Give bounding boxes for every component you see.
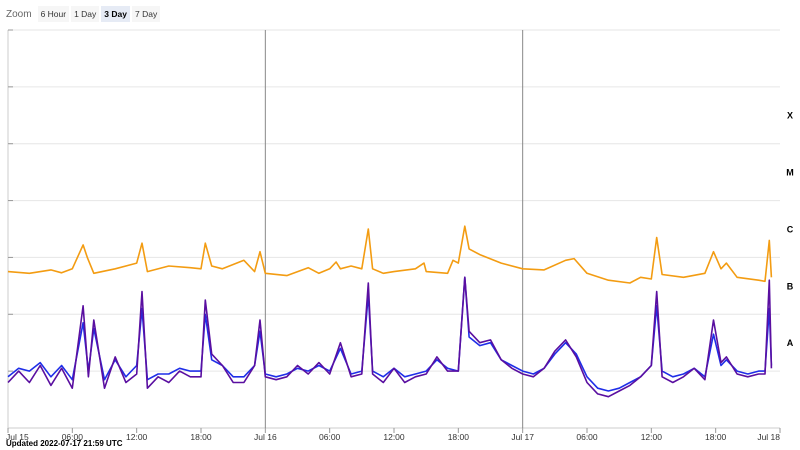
- flare-class-label: M: [786, 168, 794, 178]
- x-tick-label: Jul 18: [757, 432, 780, 442]
- zoom-1-day-button[interactable]: 1 Day: [71, 6, 100, 22]
- x-tick-label: 06:00: [62, 432, 84, 442]
- zoom-7-day-button[interactable]: 7 Day: [131, 6, 161, 22]
- series-lines: [7, 225, 773, 398]
- series-line-short-purple: [7, 276, 773, 398]
- flare-class-labels: X M C B A: [786, 111, 794, 348]
- x-tick-label: Jul 17: [511, 432, 534, 442]
- flare-class-label: B: [787, 281, 794, 291]
- x-tick-label: 18:00: [448, 432, 470, 442]
- day-divider-lines: [264, 30, 524, 428]
- updated-timestamp: Updated 2022-07-17 21:59 UTC: [6, 439, 123, 448]
- x-tick-label: Jul 15: [6, 432, 29, 442]
- x-tick-label: Jul 16: [254, 432, 277, 442]
- x-tick-label: 12:00: [126, 432, 148, 442]
- zoom-6-hour-button[interactable]: 6 Hour: [37, 6, 70, 22]
- x-tick-label: 18:00: [190, 432, 212, 442]
- x-tick-label: 18:00: [705, 432, 727, 442]
- zoom-label: Zoom: [6, 8, 32, 20]
- series-line-long: [7, 225, 773, 284]
- x-tick-label: 06:00: [319, 432, 341, 442]
- flare-class-label: C: [787, 224, 794, 234]
- flare-class-label: A: [787, 338, 794, 348]
- flare-class-label: X: [787, 111, 793, 121]
- zoom-3-day-button[interactable]: 3 Day: [101, 6, 130, 22]
- x-tick-label: 06:00: [576, 432, 598, 442]
- x-axis-tick-labels: Jul 15 06:00 12:00 18:00 Jul 16 06:00 12:00 18:…: [6, 428, 781, 442]
- x-tick-label: 12:00: [641, 432, 663, 442]
- zoom-bar: Zoom 6 Hour 1 Day 3 Day 7 Day: [6, 5, 161, 23]
- x-tick-label: 12:00: [383, 432, 405, 442]
